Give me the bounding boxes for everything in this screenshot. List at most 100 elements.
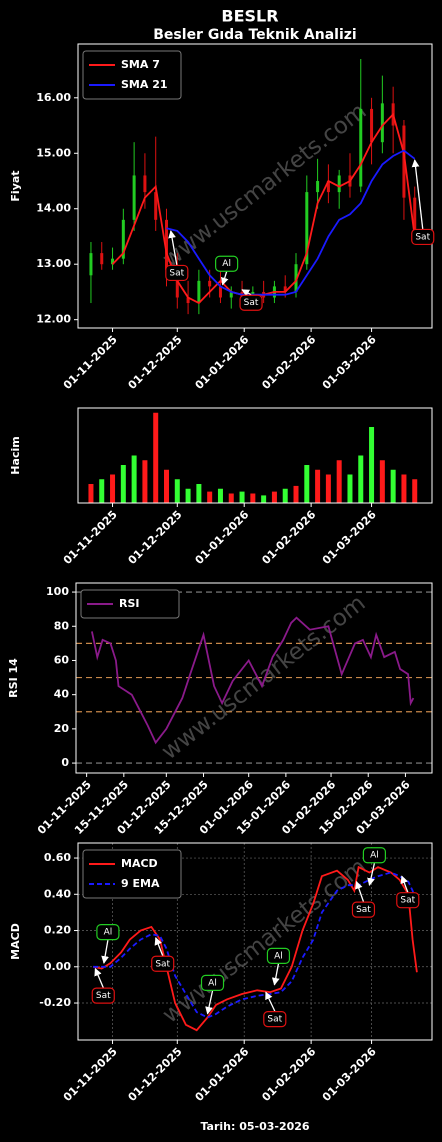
annotation-label: Al — [208, 978, 217, 988]
bar — [379, 460, 385, 503]
line — [166, 149, 416, 296]
bar — [217, 488, 223, 503]
bar — [358, 455, 364, 503]
chart-title: BESLR — [221, 7, 278, 26]
bar — [369, 427, 375, 503]
legend-label: RSI — [119, 597, 140, 610]
candle-body — [229, 291, 233, 298]
y-tick-label: 0.40 — [44, 887, 71, 900]
legend-box — [82, 849, 182, 899]
y-tick-label: -0.20 — [39, 996, 71, 1009]
bar — [142, 460, 148, 503]
bar — [336, 460, 342, 503]
candle-body — [111, 258, 115, 265]
y-tick-label: 60 — [54, 653, 70, 666]
annotation-arrow — [271, 963, 280, 986]
bar — [110, 474, 116, 503]
axes-frame — [77, 43, 433, 329]
annotation-box — [266, 947, 291, 965]
annotation-label: Al — [370, 851, 379, 861]
y-axis-label: RSI 14 — [7, 658, 20, 698]
annotation-box — [263, 1011, 287, 1028]
y-tick-label: 0 — [61, 756, 69, 769]
axes-frame — [77, 842, 433, 1041]
candle-body — [283, 286, 287, 292]
candle-body — [186, 297, 190, 304]
annotation-box — [239, 294, 263, 311]
candle-body — [175, 269, 179, 298]
candle-body — [208, 280, 212, 287]
axes-frame — [77, 407, 433, 504]
candle-body — [121, 219, 125, 259]
y-tick-label: 40 — [54, 688, 70, 701]
annotation-label: Sat — [155, 959, 170, 969]
candle-body — [218, 286, 222, 298]
candle-body — [380, 103, 384, 143]
bar — [412, 479, 418, 503]
candle-body — [197, 280, 201, 304]
y-tick-label: 20 — [54, 722, 70, 735]
legend-label: SMA 7 — [121, 58, 160, 71]
bar — [164, 469, 169, 503]
bar — [315, 469, 321, 503]
annotation-box — [362, 847, 387, 864]
candle-body — [100, 253, 104, 265]
bar — [401, 474, 407, 503]
line — [92, 865, 418, 1032]
candle-body — [413, 197, 417, 231]
candle-body — [294, 264, 298, 292]
y-tick-label: 12.00 — [36, 313, 71, 326]
bar — [304, 465, 310, 503]
annotation-arrow — [205, 990, 214, 1015]
candle-body — [370, 108, 374, 143]
bar — [99, 479, 105, 503]
annotation-arrow — [400, 875, 409, 893]
annotation-label: Sat — [169, 268, 184, 278]
bar — [282, 488, 288, 503]
bar — [88, 484, 94, 503]
bar — [390, 469, 396, 503]
y-tick-label: 0.00 — [44, 960, 71, 973]
y-tick-label: 0.60 — [44, 851, 71, 864]
bar — [293, 485, 299, 503]
annotation-label: Sat — [244, 298, 259, 308]
y-tick-label: 0.20 — [44, 924, 71, 937]
annotation-box — [151, 955, 175, 972]
x-axis-label: Tarih: 05-03-2026 — [200, 1120, 309, 1133]
y-tick-label: 13.00 — [36, 257, 71, 270]
candle-body — [326, 181, 330, 193]
annotation-box — [96, 924, 120, 941]
bar — [250, 493, 256, 503]
annotation-box — [215, 255, 239, 272]
candle-body — [359, 108, 363, 187]
annotation-arrow — [94, 967, 104, 988]
legend-label: 9 EMA — [121, 877, 160, 890]
bar — [207, 491, 213, 503]
candle-body — [89, 253, 93, 276]
y-tick-label: 15.00 — [36, 146, 71, 159]
axes-frame — [75, 582, 433, 774]
y-tick-label: 14.00 — [36, 202, 71, 215]
annotation-label: Al — [222, 259, 231, 269]
bar — [239, 491, 245, 503]
bar — [153, 412, 159, 503]
line — [91, 616, 415, 745]
candle-body — [337, 175, 341, 193]
annotation-arrow — [220, 271, 229, 286]
y-axis-label: Hacim — [9, 436, 22, 474]
y-tick-label: 80 — [54, 619, 70, 632]
candle-body — [165, 219, 168, 270]
bar — [325, 474, 331, 503]
annotation-box — [165, 264, 189, 282]
bar — [228, 493, 234, 503]
y-axis-label: MACD — [9, 923, 22, 960]
candle-body — [316, 181, 320, 193]
bar — [347, 474, 353, 503]
bar — [120, 465, 126, 503]
annotation-arrow — [154, 937, 164, 957]
candle-body — [132, 175, 136, 220]
annotation-arrow — [367, 863, 376, 886]
annotation-arrow — [101, 940, 109, 964]
